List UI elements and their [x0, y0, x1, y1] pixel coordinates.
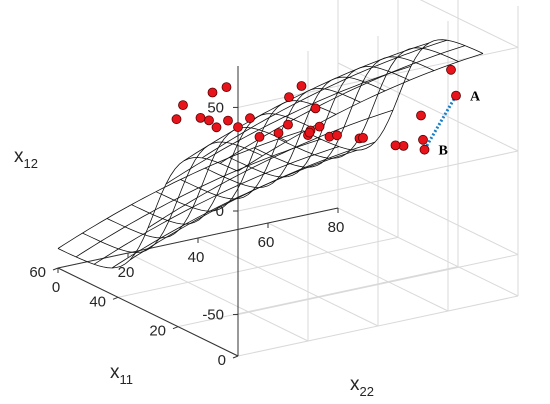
x11-tick-mark	[52, 267, 59, 271]
scatter-point	[284, 92, 294, 102]
scatter-point	[314, 121, 325, 132]
x11-axis-label: x11	[110, 362, 133, 387]
wall-grid-line	[237, 254, 519, 316]
x11-tick-mark	[232, 355, 239, 359]
x11-tick-label: 60	[29, 264, 46, 281]
scatter-point	[451, 90, 461, 101]
wall-grid-line	[337, 62, 519, 152]
tick-labels: 0 20 40 60 0 20 40 60 80 50 0 -50	[29, 99, 344, 369]
scatter-points	[171, 64, 461, 155]
floor-grid-line	[197, 237, 379, 327]
surface-mesh-line	[106, 126, 288, 239]
surface-mesh-line	[82, 141, 263, 253]
scatter-point	[204, 115, 214, 126]
wall-grid-line	[337, 166, 519, 256]
scatter-point	[390, 140, 401, 151]
scatter-point	[207, 87, 218, 98]
surface-mesh-line	[57, 157, 239, 269]
scatter-point	[223, 115, 233, 126]
surface-mesh	[57, 39, 484, 269]
wall-grid-line	[419, 0, 519, 48]
surface-mesh-line	[131, 113, 312, 225]
x11-tick-label: 0	[218, 352, 226, 369]
x12-tick-label: -50	[202, 307, 224, 324]
surface-mesh-line	[111, 149, 358, 269]
surface-mesh-line	[229, 66, 410, 178]
surface-mesh-line	[180, 87, 361, 200]
surface-mesh-line	[278, 47, 459, 159]
scatter-point	[358, 132, 368, 143]
point-label-a: A	[470, 90, 481, 105]
scatter-point	[245, 113, 255, 124]
x12-tick-label: 50	[207, 99, 224, 116]
floor-grid-line	[267, 222, 449, 312]
z-axis-label: x12	[14, 146, 38, 171]
x22-tick-label: 80	[328, 219, 345, 236]
x22-axis-label: x22	[350, 374, 374, 399]
surface-mesh-line	[302, 39, 484, 151]
scatter-point	[233, 122, 243, 132]
x11-tick-label: 20	[149, 323, 166, 340]
scatter-point	[296, 81, 307, 91]
floor-grid-line	[337, 207, 519, 297]
scatter-point	[304, 127, 315, 138]
scatter-point	[221, 82, 232, 92]
x11-axis-line	[57, 267, 239, 357]
scatter-point	[419, 144, 430, 155]
floor-grid-line	[127, 252, 309, 342]
scatter-point	[310, 103, 321, 114]
x22-tick-label: 20	[118, 264, 135, 281]
ab-connector-line	[423, 94, 458, 151]
scatter-point	[332, 130, 342, 141]
scatter-point	[171, 114, 182, 125]
surface-mesh-line	[253, 56, 435, 168]
x22-tick-label: 0	[52, 279, 60, 296]
x12-tick-label: 0	[216, 203, 224, 220]
x11-tick-mark	[112, 296, 119, 300]
x22-tick-label: 40	[188, 249, 205, 266]
scatter-point	[446, 64, 456, 75]
x22-tick-label: 60	[258, 234, 275, 251]
point-label-b: B	[439, 144, 448, 159]
scatter-point	[178, 100, 188, 110]
scatter-point	[418, 134, 428, 145]
scatter-point	[273, 128, 284, 138]
scatter-point	[283, 119, 293, 130]
scatter-point	[254, 131, 265, 142]
axes-box	[57, 0, 519, 357]
wall-grid-line	[237, 150, 519, 212]
scatter-point	[195, 113, 206, 123]
x11-tick-label: 40	[89, 293, 106, 310]
surface-mesh-line	[57, 130, 304, 249]
point-annotations: AB	[439, 90, 482, 159]
scatter-point	[416, 110, 426, 121]
x11-tick-mark	[172, 326, 179, 330]
scatter-point	[211, 122, 222, 133]
surface-mesh-line	[147, 109, 394, 229]
surface-mesh-line	[155, 100, 337, 212]
ab-connector	[423, 94, 458, 151]
surface-mesh-line	[204, 76, 386, 189]
